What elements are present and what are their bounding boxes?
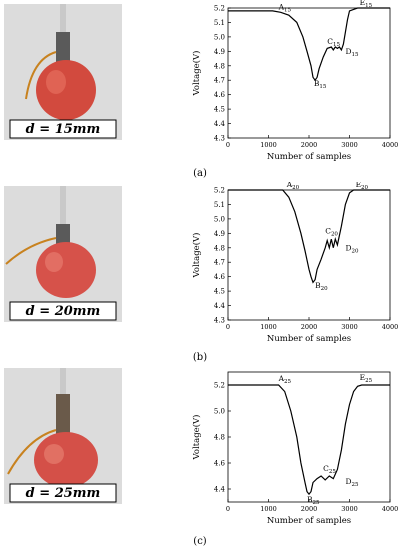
point-label-b: B20 [315, 281, 328, 292]
apple-shape [36, 60, 96, 120]
caption-c: (c) [193, 536, 207, 547]
x-tick-label: 3000 [341, 141, 358, 149]
point-label-d: D25 [345, 477, 359, 488]
apple-shape [36, 242, 96, 298]
sensor-wire [7, 429, 57, 475]
y-tick-label: 4.3 [214, 135, 225, 143]
x-tick-label: 1000 [260, 141, 277, 149]
x-tick-label: 2000 [301, 323, 318, 331]
distance-label: d = 15mm [26, 122, 101, 137]
y-tick-label: 5.0 [214, 408, 225, 416]
y-tick-label: 4.8 [214, 62, 225, 70]
y-tick-label: 4.7 [214, 77, 225, 85]
x-tick-label: 3000 [341, 323, 358, 331]
y-axis-label: Voltage(V) [191, 51, 202, 97]
point-label-c: C15 [327, 37, 340, 48]
label-box [9, 119, 117, 139]
y-tick-label: 4.8 [214, 244, 225, 252]
voltage-chart-c: 0 1000 2000 3000 4000 4.4 4.6 4.8 5.0 5.2 Number o… [191, 371, 399, 526]
point-label-d: D20 [345, 244, 359, 255]
x-axis-label: Number of samples [267, 516, 351, 526]
point-label-a: A15 [278, 2, 292, 13]
x-tick-label: 1000 [260, 323, 277, 331]
x-axis-label: Number of samples [267, 152, 351, 162]
y-tick-label: 4.6 [214, 273, 226, 281]
x-tick-label: 1000 [260, 505, 277, 513]
plot-frame [227, 371, 391, 503]
distance-label: d = 25mm [26, 486, 101, 501]
voltage-chart-a: 0 1000 2000 3000 4000 4.3 4.4 4.5 4.6 4.7 4.8 4.9 5.… [191, 0, 399, 162]
x-tick-label: 4000 [382, 505, 399, 513]
y-tick-label: 4.7 [214, 259, 225, 267]
caption-b: (b) [192, 352, 208, 363]
panel-c: d = 25mm 0 1000 2000 3000 4000 4.4 4.6 4.8 5.0 5.… [0, 364, 402, 550]
probe-rod [60, 4, 66, 34]
y-axis-label: Voltage(V) [191, 415, 202, 461]
sensor-wire [25, 51, 57, 100]
y-tick-label: 5.0 [214, 33, 225, 41]
apple-photo: d = 15mm [4, 4, 122, 140]
panel-a: d = 15mm 0 1000 2000 3000 4000 4.3 4.4 4.5 4.6 4.… [0, 0, 402, 182]
point-label-b: B15 [314, 79, 327, 90]
voltage-series-line [228, 384, 390, 496]
y-tick-label: 4.9 [214, 48, 225, 56]
plot-frame [227, 7, 391, 139]
y-tick-label: 5.2 [214, 187, 225, 195]
y-tick-label: 4.5 [214, 106, 225, 114]
sensor-head [56, 32, 70, 62]
x-tick-label: 2000 [301, 505, 318, 513]
y-tick-label: 4.6 [214, 460, 226, 468]
point-label-e: E15 [360, 0, 373, 9]
y-axis-label: Voltage(V) [191, 233, 202, 279]
x-tick-label: 0 [226, 323, 230, 331]
y-tick-label: 4.8 [214, 434, 225, 442]
sensor-wire [5, 237, 57, 265]
y-tick-label: 5.1 [214, 201, 225, 209]
y-tick-label: 5.2 [214, 5, 225, 13]
sensor-head [56, 224, 70, 246]
x-tick-label: 0 [226, 141, 230, 149]
y-tick-label: 4.4 [214, 120, 226, 128]
probe-rod [60, 186, 66, 226]
point-label-a: A25 [278, 374, 292, 385]
point-label-c: C20 [325, 226, 338, 237]
apple-photo: d = 20mm [4, 186, 122, 322]
label-box [9, 483, 117, 503]
caption-a: (a) [193, 168, 207, 179]
voltage-series-line [228, 189, 390, 284]
y-tick-label: 4.4 [214, 486, 226, 494]
x-tick-label: 0 [226, 505, 230, 513]
voltage-chart-b: 0 1000 2000 3000 4000 4.3 4.4 4.5 4.6 4.7 4.8 4.9 5.… [191, 182, 399, 344]
voltage-series-line [228, 7, 390, 82]
y-tick-label: 4.9 [214, 230, 225, 238]
point-label-e: E25 [360, 373, 373, 384]
point-label-d: D15 [345, 47, 359, 58]
y-tick-label: 4.3 [214, 317, 225, 325]
point-label-a: A20 [286, 182, 300, 191]
apple-photo: d = 25mm [4, 368, 122, 504]
panel-b: d = 20mm 0 1000 2000 3000 4000 4.3 4.4 4.5 4.6 4.… [0, 182, 402, 364]
x-tick-label: 4000 [382, 323, 399, 331]
probe-rod [60, 368, 66, 396]
x-tick-label: 4000 [382, 141, 399, 149]
y-tick-label: 5.1 [214, 19, 225, 27]
y-tick-label: 5.2 [214, 382, 225, 390]
label-box [9, 301, 117, 321]
sensor-head [56, 394, 70, 438]
x-tick-label: 3000 [341, 505, 358, 513]
apple-shape [34, 432, 98, 488]
point-label-e: E20 [356, 182, 369, 191]
distance-label: d = 20mm [26, 304, 101, 319]
y-tick-label: 4.4 [214, 302, 226, 310]
y-tick-label: 4.6 [214, 91, 226, 99]
plot-frame [227, 189, 391, 321]
point-label-b: B25 [307, 495, 320, 506]
y-tick-label: 4.5 [214, 288, 225, 296]
y-tick-label: 5.0 [214, 215, 225, 223]
x-tick-label: 2000 [301, 141, 318, 149]
point-label-c: C25 [323, 464, 336, 475]
x-axis-label: Number of samples [267, 334, 351, 344]
